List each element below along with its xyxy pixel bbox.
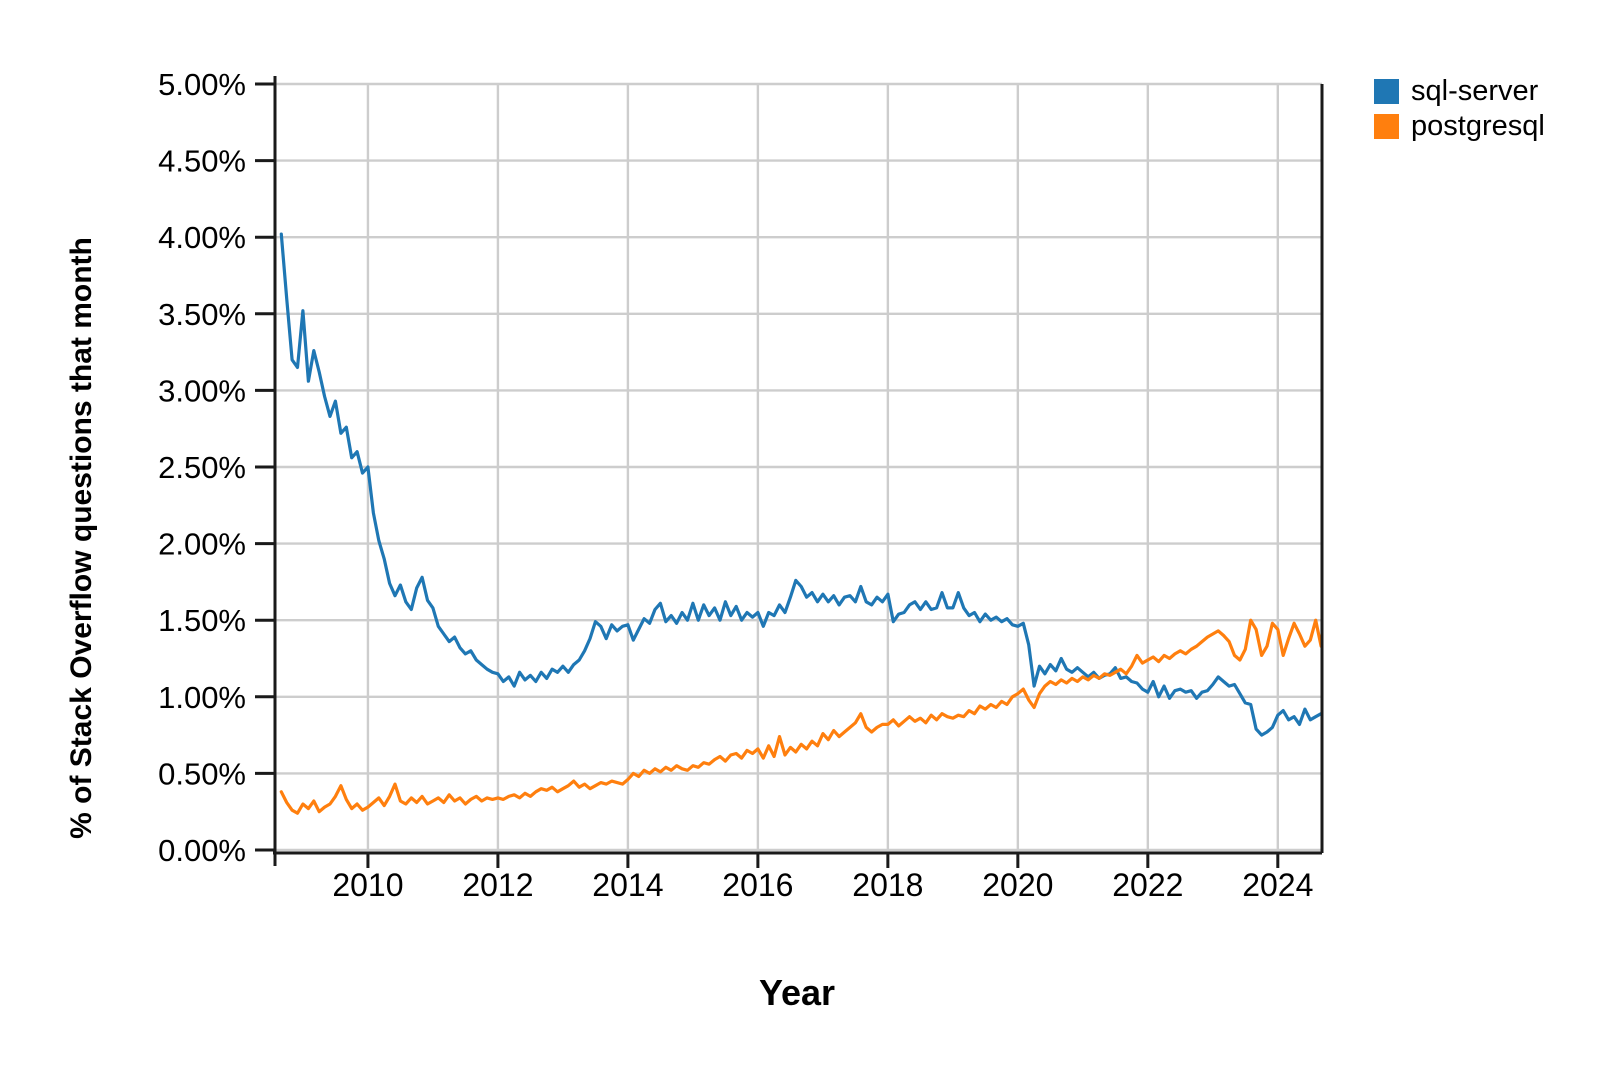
series-line-sql-server	[279, 232, 1323, 737]
legend: sql-server postgresql	[1374, 75, 1545, 142]
x-tick-label: 2016	[722, 867, 793, 903]
legend-swatch-postgresql	[1374, 114, 1399, 139]
y-tick-label: 4.00%	[158, 220, 246, 255]
plot-area: 0.00% 0.50% 1.00% 1.50% 2.00% 2.50% 3.00% 3.50%…	[158, 67, 1324, 903]
x-tick-label: 2020	[982, 867, 1053, 903]
legend-item-postgresql: postgresql	[1374, 110, 1545, 142]
y-tick-label: 1.00%	[158, 680, 246, 715]
x-tick-label: 2014	[592, 867, 663, 903]
legend-swatch-sql-server	[1374, 79, 1399, 104]
x-tick-label: 2024	[1242, 867, 1313, 903]
y-tick-label: 5.00%	[158, 67, 246, 102]
x-tick-label: 2010	[332, 867, 403, 903]
y-tick-label: 0.00%	[158, 833, 246, 868]
x-tick-label: 2018	[852, 867, 923, 903]
y-tick-label: 3.00%	[158, 373, 246, 408]
y-tick-label: 4.50%	[158, 144, 246, 179]
legend-label-sql-server: sql-server	[1411, 75, 1539, 107]
y-tick-label: 2.00%	[158, 527, 246, 562]
legend-item-sql-server: sql-server	[1374, 75, 1545, 107]
y-axis-title: % of Stack Overflow questions that month	[65, 237, 98, 839]
x-tick-label: 2012	[462, 867, 533, 903]
x-tick-label: 2022	[1112, 867, 1183, 903]
y-tick-label: 2.50%	[158, 450, 246, 485]
series-line-postgresql	[279, 618, 1323, 815]
legend-label-postgresql: postgresql	[1411, 110, 1545, 142]
y-tick-label: 1.50%	[158, 603, 246, 638]
y-tick-label: 3.50%	[158, 297, 246, 332]
x-axis-title: Year	[759, 972, 835, 1013]
y-tick-label: 0.50%	[158, 756, 246, 791]
